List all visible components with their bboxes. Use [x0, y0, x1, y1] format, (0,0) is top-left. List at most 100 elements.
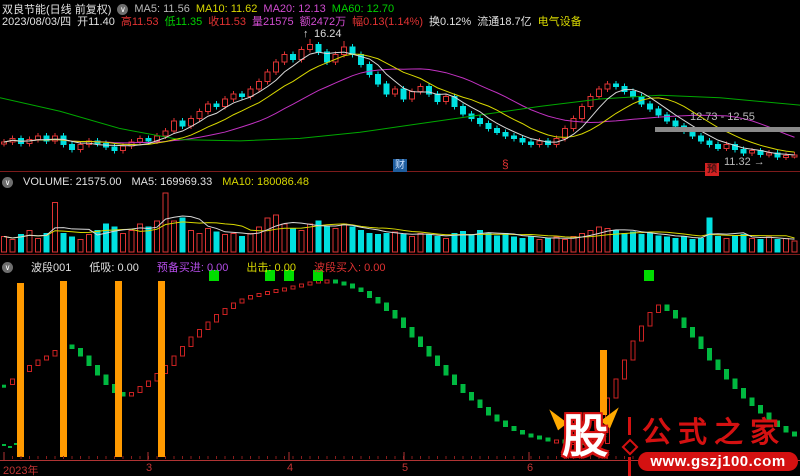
volume-bar: [681, 236, 687, 253]
candle-body: [120, 145, 126, 152]
volume-bar: [307, 223, 313, 253]
axis-year-label[interactable]: 2023年: [3, 465, 39, 476]
indicator-bar: [503, 420, 508, 427]
candle-body: [383, 83, 390, 95]
indicator-bar: [78, 348, 83, 357]
indicator-bar: [103, 374, 109, 386]
candle-body: [366, 63, 373, 75]
volume-bar: [86, 234, 92, 253]
indicator-dash: [14, 443, 18, 445]
candle-body: [35, 135, 41, 141]
volume-bar: [409, 236, 415, 253]
indicator-bar: [545, 437, 551, 442]
candle-body: [579, 105, 585, 120]
candle-body: [587, 96, 594, 107]
cai-badge[interactable]: 财: [393, 159, 407, 172]
peak-arrow-icon: ↑: [303, 28, 309, 40]
volume-bar: [434, 236, 441, 253]
candle-body: [290, 54, 296, 61]
candle-body: [443, 96, 449, 102]
volume-bar: [477, 229, 483, 253]
candle-body: [723, 144, 730, 149]
ma5-label: MA5: 11.56: [134, 3, 190, 15]
yu-badge[interactable]: 预: [705, 163, 719, 176]
candle-body: [196, 110, 203, 120]
candle-body: [732, 144, 738, 151]
volume-bar: [757, 239, 764, 253]
axis-month-label[interactable]: 4: [287, 462, 294, 474]
volume-bar: [715, 236, 721, 253]
indicator-bar: [384, 302, 389, 312]
indicator-bar: [418, 336, 423, 348]
indicator-bar: [554, 439, 559, 444]
candle-body: [324, 51, 330, 63]
candle-body: [485, 123, 492, 130]
volume-bar: [213, 231, 220, 253]
indicator-bar: [256, 293, 262, 297]
quote-info-bar: 2023/08/03/四 开11.40 高11.53 低11.35 收11.53…: [2, 13, 582, 29]
axis-month-label[interactable]: 6: [527, 462, 534, 474]
indicator-bar: [214, 313, 219, 323]
indicator-bar: [732, 378, 738, 389]
volume-ma5-line: [3, 215, 795, 240]
volume-bar: [375, 234, 381, 253]
collapse-icon[interactable]: ∨: [2, 261, 13, 273]
indicator-bar: [44, 355, 49, 361]
volume-bar: [647, 232, 653, 253]
volume-bar: [732, 236, 738, 253]
volume-ma10-line: [3, 221, 795, 239]
volume-bar: [502, 232, 509, 253]
candle-body: [171, 120, 177, 132]
indicator-dash: [8, 446, 12, 448]
indicator-bar: [562, 439, 568, 444]
volume-bar: [655, 235, 662, 253]
candle-body: [494, 128, 500, 133]
indicator-bar: [375, 296, 381, 304]
indicator-bar: [197, 329, 202, 338]
axis-month-label[interactable]: 5: [402, 462, 409, 474]
indicator-bar: [231, 302, 236, 310]
ma5-line: [3, 51, 795, 156]
volume-bar: [239, 236, 245, 253]
axis-month-label[interactable]: 3: [146, 462, 153, 474]
volume-bar: [137, 223, 143, 253]
volume-bar: [621, 232, 628, 253]
low-price-label: 11.32 →: [724, 156, 765, 168]
candle-body: [715, 144, 721, 149]
gszj-logo[interactable]: 股 公式之家 www.gszj100.com: [544, 403, 800, 476]
yubei-label: 预备买进: 0.00: [156, 262, 229, 274]
candle-body: [766, 152, 772, 156]
candle-body: [570, 118, 577, 130]
indicator-bar: [290, 285, 296, 290]
candle-body: [264, 71, 271, 83]
volume-bar: [196, 232, 203, 253]
volume-bar: [324, 225, 330, 253]
collapse-icon[interactable]: ∨: [117, 3, 129, 15]
orange-signal-bar: [60, 281, 67, 457]
volume-bar: [562, 239, 568, 253]
dixi-label: 低吸: 0.00: [89, 262, 139, 274]
indicator-bar: [520, 429, 525, 435]
candle-body: [392, 88, 398, 95]
buy-signal-marker: [209, 270, 219, 281]
candle-body: [417, 86, 424, 93]
candle-body: [477, 118, 483, 125]
indicator-bar: [605, 397, 610, 445]
candle-body: [179, 120, 186, 127]
volume-bar: [749, 237, 755, 253]
volume-header: ∨ VOLUME: 21575.00 MA5: 169969.33 MA10: …: [2, 176, 309, 188]
collapse-icon[interactable]: ∨: [2, 176, 13, 188]
volume-bar: [69, 236, 75, 253]
ma10-line: [3, 53, 795, 153]
volume-bar: [205, 227, 211, 253]
volume-bar: [528, 236, 534, 253]
logo-site-url[interactable]: www.gszj100.com: [638, 452, 798, 471]
indicator-bar: [571, 441, 576, 446]
volume-bar: [553, 236, 560, 253]
volume-bar: [26, 229, 33, 253]
volume-bar: [766, 236, 772, 253]
candle-body: [205, 103, 211, 112]
indicator-bar: [494, 414, 500, 422]
indicator-bar: [324, 279, 330, 284]
